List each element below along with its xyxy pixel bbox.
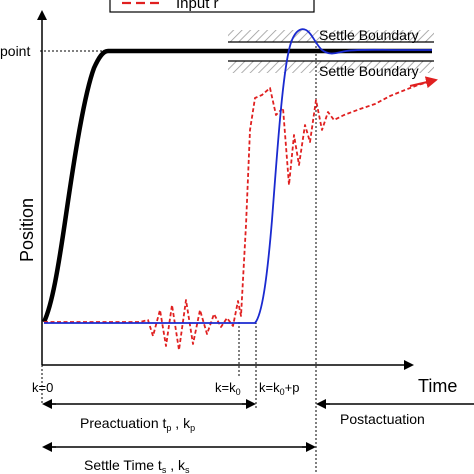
upper-settle-band bbox=[228, 30, 434, 42]
preactuation-label: Preactuation tp , kp bbox=[80, 415, 195, 433]
input-r-arrowhead bbox=[409, 76, 438, 89]
y-axis-label: Position bbox=[17, 198, 37, 262]
input-r-trace bbox=[44, 79, 437, 351]
x-axis-label: Time bbox=[418, 376, 457, 396]
tick-k-k0: k=k0 bbox=[215, 380, 241, 397]
upper-settle-boundary-label: Settle Boundary bbox=[319, 27, 419, 43]
lower-settle-boundary-label: Settle Boundary bbox=[319, 63, 419, 79]
legend-box bbox=[109, 0, 315, 13]
legend: Input r bbox=[109, 0, 315, 13]
settle-time-label: Settle Time ts , ks bbox=[84, 457, 190, 474]
lower-settle-band bbox=[228, 61, 434, 73]
reference-trajectory bbox=[41, 48, 432, 323]
setpoint-label: point bbox=[0, 43, 30, 59]
legend-input-label: Input r bbox=[176, 0, 219, 12]
output-trajectory bbox=[44, 28, 432, 324]
tick-k-k0p: k=k0+p bbox=[259, 380, 299, 397]
postactuation-label: Postactuation bbox=[340, 411, 425, 427]
tick-k0: k=0 bbox=[32, 380, 53, 395]
